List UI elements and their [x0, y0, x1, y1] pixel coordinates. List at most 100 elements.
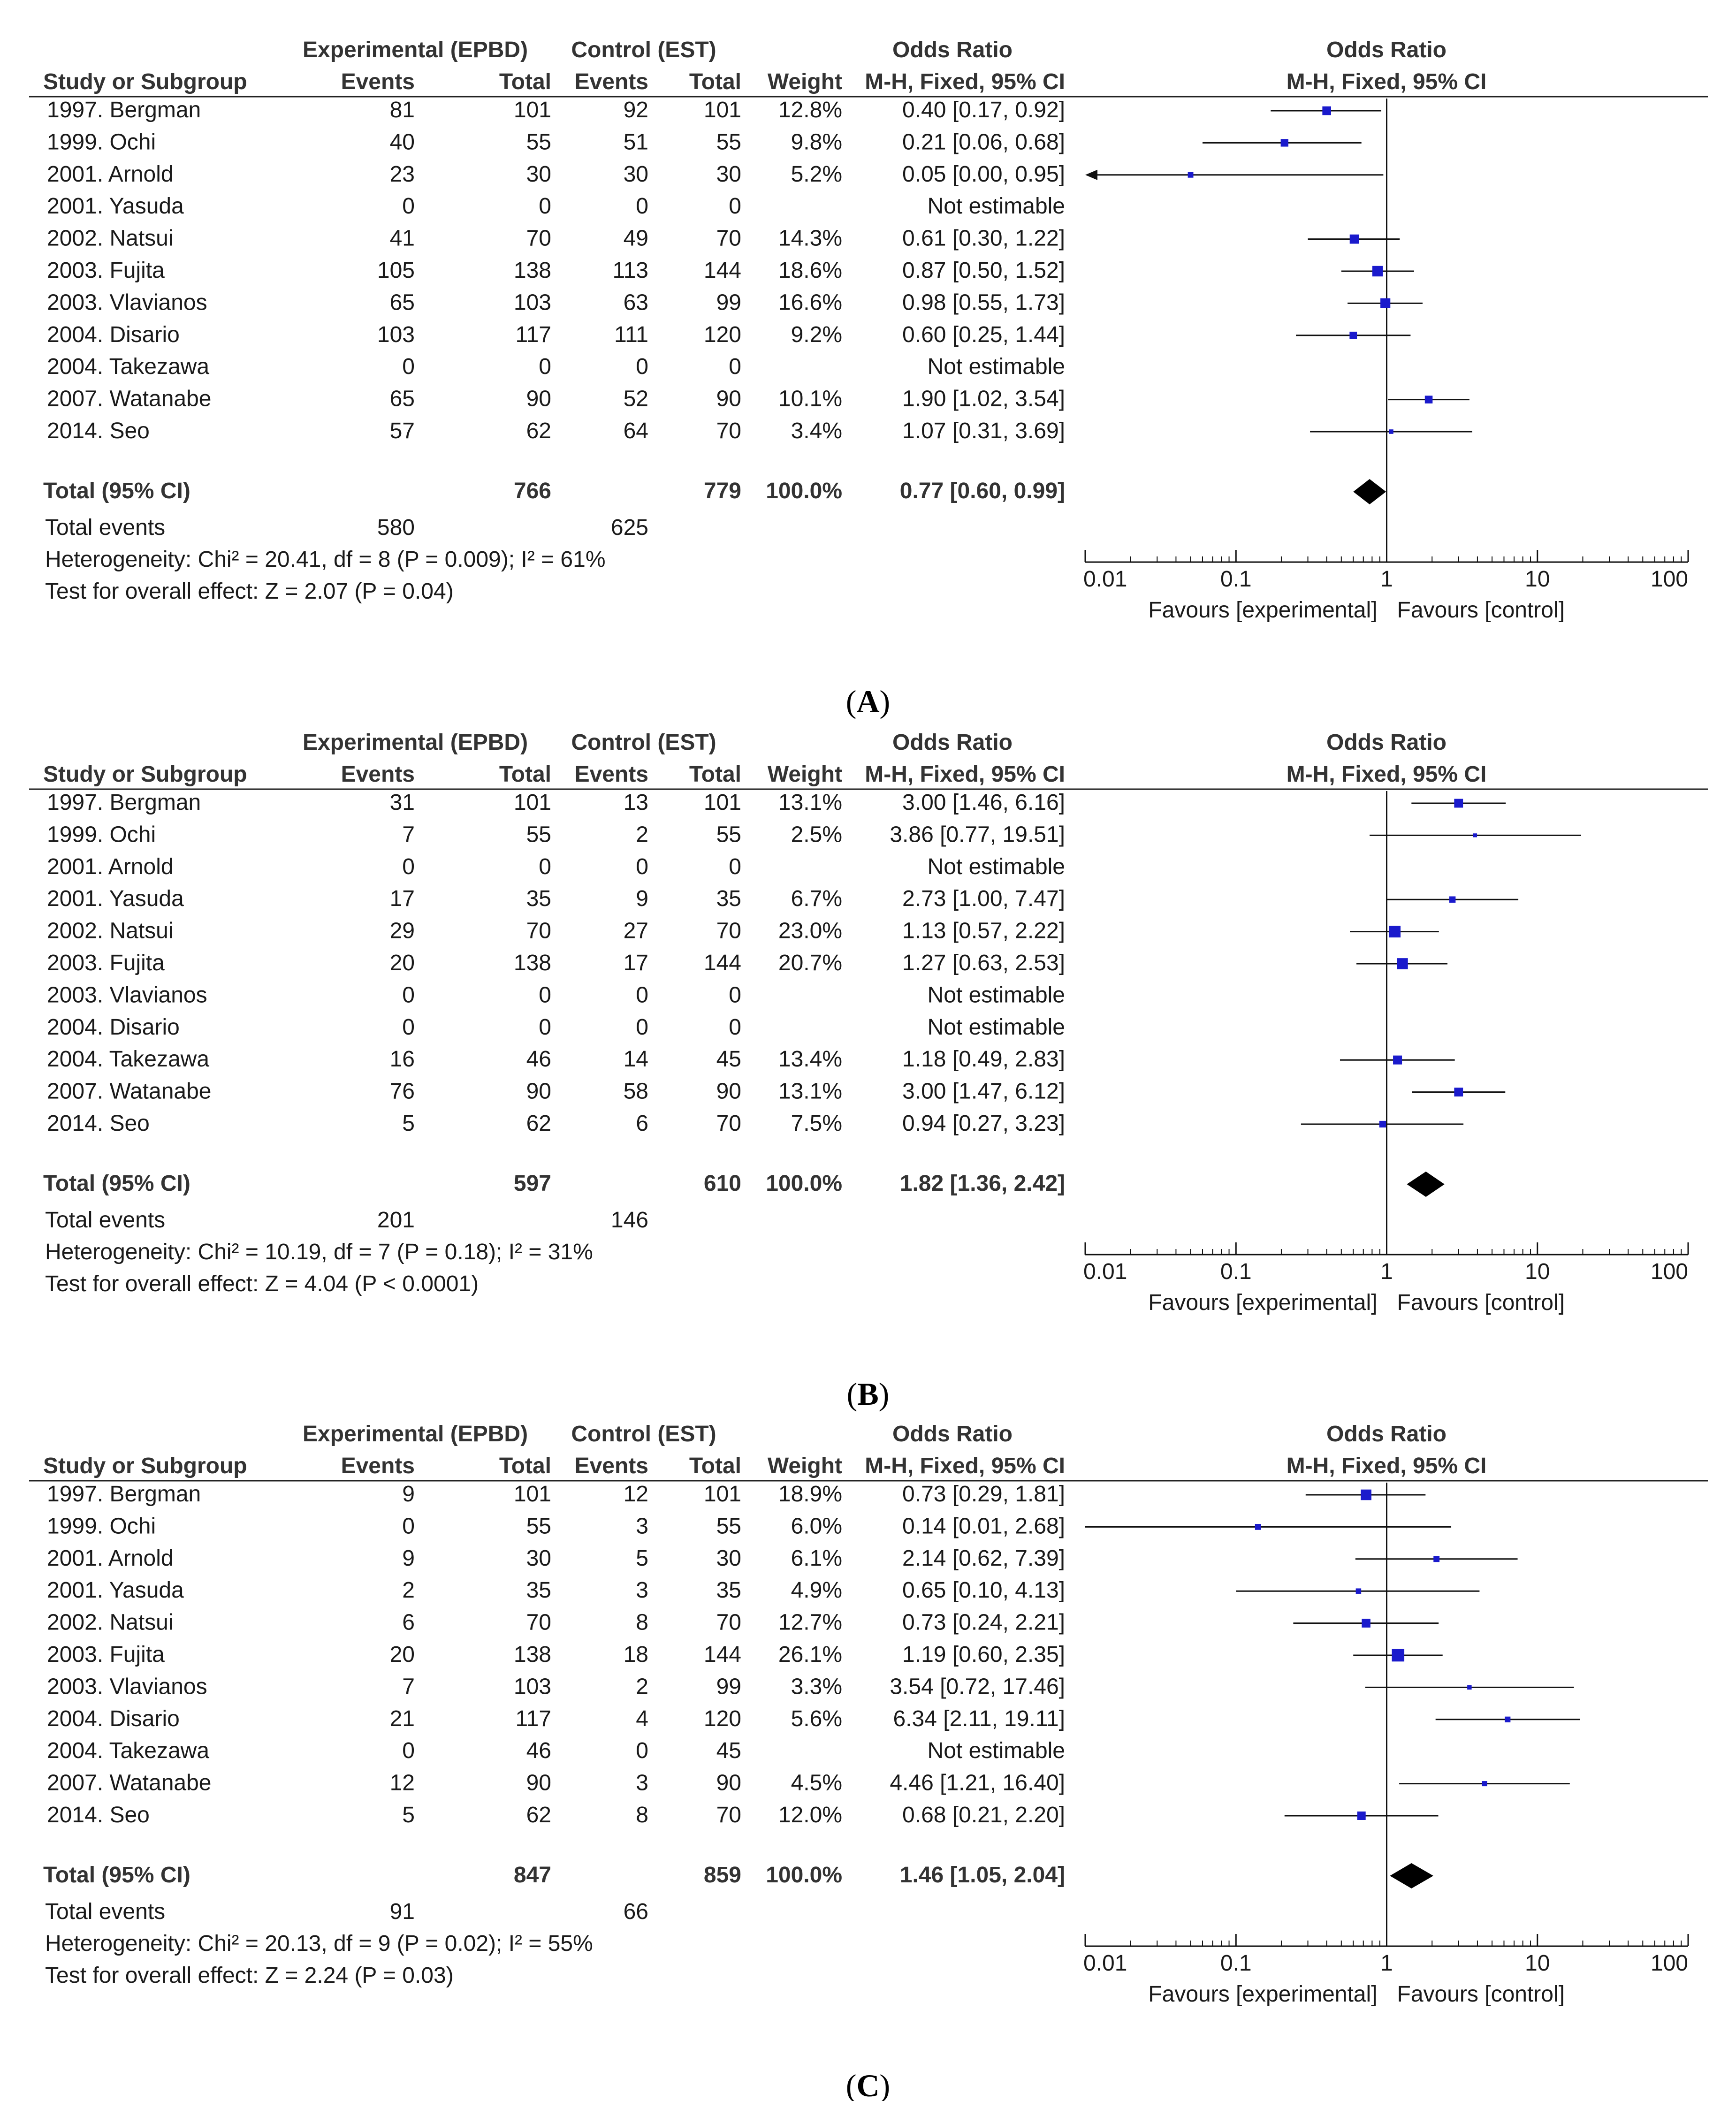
study-row: 1997. Bergman 9 101 12 101 18.9% 0.73 [0.29, 1…: [47, 1482, 1426, 1507]
study-odds-ratio-ci: 1.90 [1.02, 3.54]: [902, 387, 1065, 411]
study-name: 2001. Yasuda: [47, 1578, 184, 1603]
total-events-label: Total events: [45, 1899, 165, 1924]
ctl-events: 113: [612, 258, 648, 283]
ctl-total: 45: [716, 1738, 741, 1763]
study-row: 2001. Arnold 9 30 5 30 6.1% 2.14 [0.62, 7.39]: [47, 1546, 1518, 1571]
exp-group-header: Experimental (EPBD): [303, 38, 528, 62]
study-header: Study or Subgroup: [43, 1454, 247, 1478]
ctl-events: 3: [636, 1578, 648, 1603]
study-odds-ratio-ci: 2.73 [1.00, 7.47]: [902, 886, 1065, 911]
point-estimate: [1467, 1685, 1472, 1690]
study-weight: 2.5%: [791, 822, 842, 847]
study-name: 2001. Arnold: [47, 162, 174, 187]
ctl-events: 14: [624, 1047, 648, 1072]
ctl-events: 0: [636, 854, 648, 879]
study-row: 2003. Fujita 105 138 113 144 18.6% 0.87 [0.50,…: [47, 258, 1414, 283]
study-header: Study or Subgroup: [43, 69, 247, 94]
total-ctl-events: 625: [611, 515, 648, 540]
study-row: 2014. Seo 57 62 64 70 3.4% 1.07 [0.31, 3.69]: [47, 419, 1472, 443]
point-estimate: [1393, 1055, 1402, 1065]
ctl-total-header: Total: [689, 762, 741, 787]
study-row: 2001. Yasuda 0 0 0 0 Not estimable: [47, 194, 1065, 219]
total-ctl-total: 859: [704, 1863, 741, 1888]
ctl-events: 27: [624, 919, 648, 944]
exp-events: 0: [402, 194, 415, 219]
study-odds-ratio-ci: Not estimable: [928, 854, 1065, 879]
exp-total: 90: [526, 387, 551, 411]
study-weight: 9.2%: [791, 322, 842, 347]
ctl-total: 35: [716, 886, 741, 911]
ctl-events: 8: [636, 1610, 648, 1635]
exp-events: 9: [402, 1482, 415, 1507]
ctl-events: 0: [636, 982, 648, 1007]
exp-events: 5: [402, 1803, 415, 1827]
study-row: 2003. Fujita 20 138 17 144 20.7% 1.27 [0.63, 2…: [47, 951, 1448, 975]
ctl-total: 55: [716, 822, 741, 847]
ctl-total-header: Total: [689, 69, 741, 94]
study-name: 2014. Seo: [47, 1111, 150, 1136]
point-estimate: [1389, 926, 1401, 938]
total-ci-label: Total (95% CI): [43, 1171, 190, 1196]
forest-panel-c: Experimental (EPBD) Control (EST) Odds Rat…: [29, 1422, 1708, 2101]
method-header: M-H, Fixed, 95% CI: [865, 1454, 1065, 1478]
study-odds-ratio-ci: 0.61 [0.30, 1.22]: [902, 226, 1065, 251]
exp-events: 0: [402, 1015, 415, 1040]
exp-events: 76: [390, 1079, 415, 1104]
study-row: 1999. Ochi 40 55 51 55 9.8% 0.21 [0.06, 0.68]: [47, 129, 1362, 154]
study-name: 2004. Takezawa: [47, 1047, 209, 1072]
ctl-total: 0: [729, 854, 741, 879]
exp-total: 62: [526, 1803, 551, 1827]
ctl-events: 12: [624, 1482, 648, 1507]
study-odds-ratio-ci: 1.27 [0.63, 2.53]: [902, 951, 1065, 975]
study-row: 2007. Watanabe 65 90 52 90 10.1% 1.90 [1.02, 3…: [47, 387, 1470, 411]
ctl-total: 0: [729, 194, 741, 219]
ctl-events: 4: [636, 1706, 648, 1731]
study-row: 2002. Natsui 29 70 27 70 23.0% 1.13 [0.57, 2.2…: [47, 919, 1439, 944]
method-header: M-H, Fixed, 95% CI: [865, 762, 1065, 787]
ctl-total: 45: [716, 1047, 741, 1072]
ctl-events: 92: [624, 98, 648, 122]
ctl-total: 70: [716, 1803, 741, 1827]
study-row: 2001. Arnold 23 30 30 30 5.2% 0.05 [0.00, 0.95…: [47, 162, 1384, 187]
favours-control-label: Favours [control]: [1397, 598, 1565, 623]
plot-odds-ratio-header: Odds Ratio: [1326, 38, 1447, 62]
exp-events: 41: [390, 226, 415, 251]
exp-total: 35: [526, 1578, 551, 1603]
x-tick-label: 0.01: [1083, 1259, 1127, 1284]
favours-experimental-label: Favours [experimental]: [1148, 598, 1377, 623]
exp-events: 16: [390, 1047, 415, 1072]
study-weight: 26.1%: [778, 1642, 842, 1667]
weight-header: Weight: [768, 762, 842, 787]
heterogeneity-text: Heterogeneity: Chi² = 20.13, df = 9 (P =…: [45, 1931, 593, 1956]
study-row: 2014. Seo 5 62 8 70 12.0% 0.68 [0.21, 2.20]: [47, 1803, 1439, 1827]
point-estimate: [1454, 799, 1463, 808]
panel-caption-letter: B: [857, 1376, 878, 1412]
total-ctl-total: 779: [704, 479, 741, 503]
exp-events: 57: [390, 419, 415, 443]
ctl-total: 70: [716, 419, 741, 443]
ctl-events: 0: [636, 194, 648, 219]
exp-total: 62: [526, 419, 551, 443]
exp-events: 21: [390, 1706, 415, 1731]
odds-ratio-header: Odds Ratio: [892, 730, 1013, 755]
exp-total: 90: [526, 1079, 551, 1104]
x-tick-label: 0.1: [1220, 567, 1252, 592]
point-estimate: [1473, 833, 1477, 837]
point-estimate: [1280, 139, 1288, 147]
x-tick-label: 10: [1525, 567, 1550, 592]
ctl-events: 2: [636, 822, 648, 847]
study-row: 1999. Ochi 7 55 2 55 2.5% 3.86 [0.77, 19.51]: [47, 822, 1581, 847]
study-name: 2003. Vlavianos: [47, 290, 207, 315]
ctl-total: 101: [704, 790, 741, 815]
ctl-events: 2: [636, 1674, 648, 1699]
point-estimate: [1361, 1489, 1371, 1500]
ctl-events-header: Events: [575, 69, 648, 94]
study-name: 1997. Bergman: [47, 790, 201, 815]
study-row: 2003. Fujita 20 138 18 144 26.1% 1.19 [0.60, 2…: [47, 1642, 1443, 1667]
x-tick-label: 1: [1380, 567, 1393, 592]
total-weight: 100.0%: [766, 1171, 842, 1196]
exp-total: 55: [526, 1514, 551, 1538]
study-weight: 13.4%: [778, 1047, 842, 1072]
study-odds-ratio-ci: 0.94 [0.27, 3.23]: [902, 1111, 1065, 1136]
ctl-total: 90: [716, 387, 741, 411]
